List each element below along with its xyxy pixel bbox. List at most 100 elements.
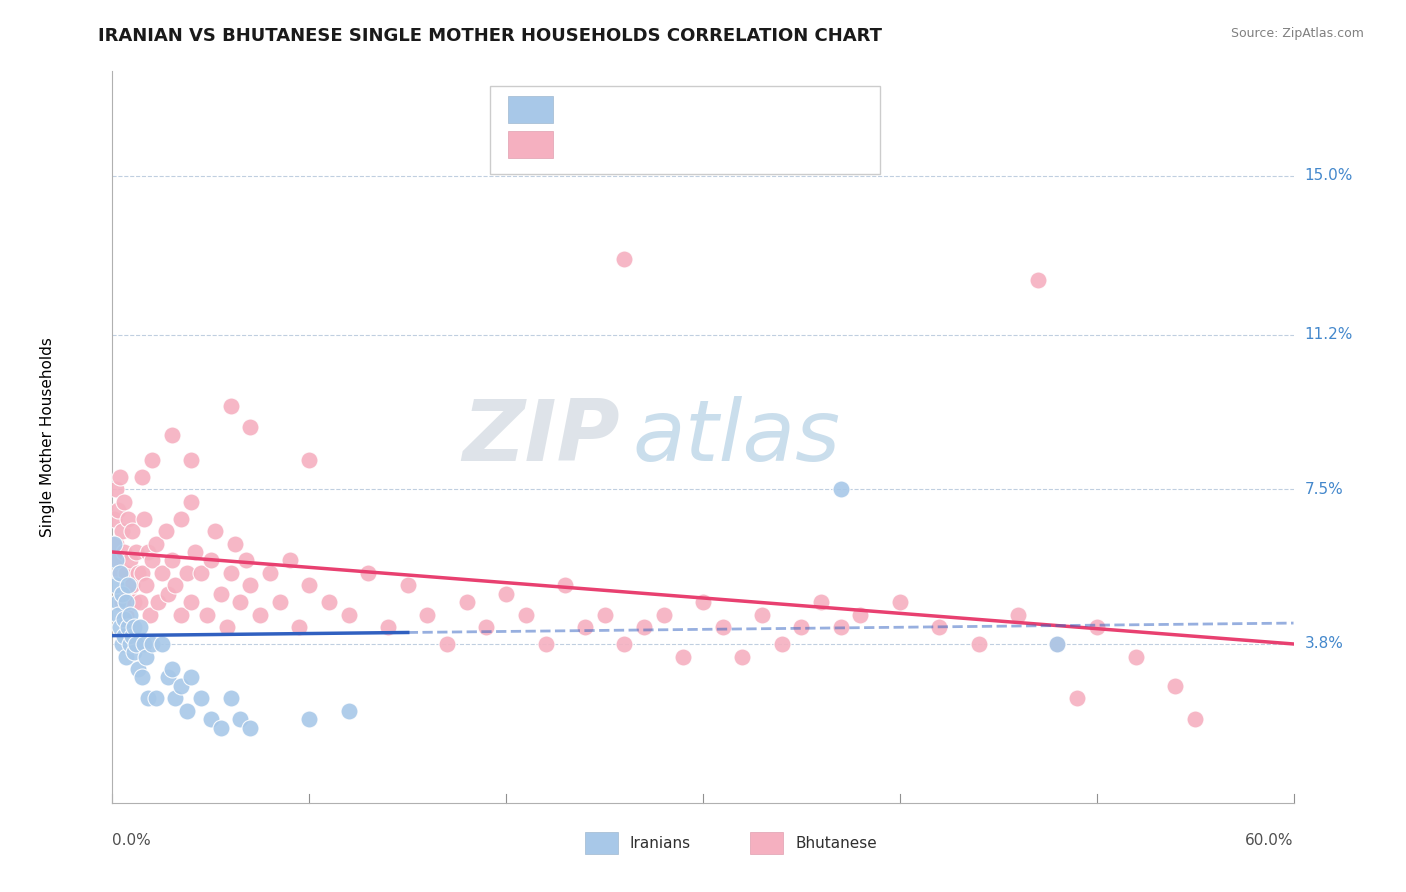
- Point: [475, 620, 498, 634]
- Point: [849, 607, 872, 622]
- FancyBboxPatch shape: [751, 832, 783, 854]
- Text: 15.0%: 15.0%: [1305, 169, 1353, 184]
- Point: [235, 553, 257, 567]
- Point: [278, 553, 301, 567]
- Point: [110, 566, 132, 580]
- Point: [165, 691, 187, 706]
- Point: [122, 645, 145, 659]
- Point: [135, 649, 157, 664]
- Point: [145, 536, 167, 550]
- Point: [139, 607, 162, 622]
- Point: [298, 578, 321, 592]
- Point: [176, 566, 198, 580]
- Point: [1184, 712, 1206, 726]
- Point: [377, 620, 399, 634]
- Point: [110, 470, 132, 484]
- Point: [249, 607, 271, 622]
- Point: [1046, 637, 1069, 651]
- Point: [396, 578, 419, 592]
- Point: [613, 637, 636, 651]
- Point: [115, 607, 138, 622]
- Point: [190, 691, 212, 706]
- Point: [165, 578, 187, 592]
- Point: [357, 566, 380, 580]
- Point: [122, 620, 145, 634]
- Point: [613, 252, 636, 267]
- Point: [156, 587, 179, 601]
- Text: 0.0%: 0.0%: [112, 833, 152, 848]
- Point: [156, 670, 179, 684]
- Text: Bhutanese: Bhutanese: [796, 836, 877, 851]
- Point: [120, 620, 142, 634]
- Text: atlas: atlas: [633, 395, 841, 479]
- Point: [770, 637, 793, 651]
- Point: [574, 620, 596, 634]
- Point: [145, 691, 167, 706]
- Point: [111, 524, 134, 538]
- Point: [633, 620, 655, 634]
- Point: [318, 595, 340, 609]
- Point: [135, 578, 157, 592]
- Point: [711, 620, 734, 634]
- Point: [117, 578, 139, 592]
- Point: [115, 566, 138, 580]
- Point: [107, 553, 129, 567]
- Point: [1026, 273, 1049, 287]
- Point: [554, 578, 576, 592]
- Point: [131, 470, 153, 484]
- Point: [692, 595, 714, 609]
- Point: [239, 419, 262, 434]
- Point: [121, 524, 143, 538]
- Point: [141, 453, 163, 467]
- Text: R = -0.156   N = 106: R = -0.156 N = 106: [567, 136, 755, 153]
- Point: [105, 483, 128, 497]
- Point: [1085, 620, 1108, 634]
- Point: [515, 607, 537, 622]
- Point: [298, 453, 321, 467]
- Point: [105, 553, 128, 567]
- Point: [180, 453, 202, 467]
- FancyBboxPatch shape: [491, 86, 880, 174]
- Point: [751, 607, 773, 622]
- Point: [229, 595, 252, 609]
- Point: [652, 607, 675, 622]
- Point: [1046, 637, 1069, 651]
- Text: Iranians: Iranians: [630, 836, 690, 851]
- Point: [288, 620, 311, 634]
- Point: [180, 670, 202, 684]
- Text: Single Mother Households: Single Mother Households: [39, 337, 55, 537]
- Text: IRANIAN VS BHUTANESE SINGLE MOTHER HOUSEHOLDS CORRELATION CHART: IRANIAN VS BHUTANESE SINGLE MOTHER HOUSE…: [98, 27, 883, 45]
- Point: [209, 587, 232, 601]
- Point: [219, 399, 242, 413]
- Point: [229, 712, 252, 726]
- Point: [200, 553, 222, 567]
- Point: [105, 536, 128, 550]
- Point: [219, 566, 242, 580]
- Point: [129, 595, 152, 609]
- FancyBboxPatch shape: [508, 131, 553, 158]
- Point: [190, 566, 212, 580]
- Point: [105, 578, 128, 592]
- Point: [111, 595, 134, 609]
- Point: [107, 503, 129, 517]
- Point: [170, 679, 193, 693]
- Point: [928, 620, 950, 634]
- Point: [131, 566, 153, 580]
- Point: [195, 607, 218, 622]
- Point: [112, 545, 135, 559]
- Point: [534, 637, 557, 651]
- Point: [120, 553, 142, 567]
- Point: [150, 637, 173, 651]
- Point: [337, 607, 360, 622]
- Text: R =  0.017   N =  46: R = 0.017 N = 46: [567, 101, 749, 119]
- Point: [115, 595, 138, 609]
- Point: [495, 587, 517, 601]
- Point: [170, 607, 193, 622]
- Point: [200, 712, 222, 726]
- Point: [731, 649, 754, 664]
- Point: [259, 566, 281, 580]
- Point: [103, 536, 125, 550]
- Text: 7.5%: 7.5%: [1305, 482, 1343, 497]
- Point: [170, 511, 193, 525]
- Point: [224, 536, 246, 550]
